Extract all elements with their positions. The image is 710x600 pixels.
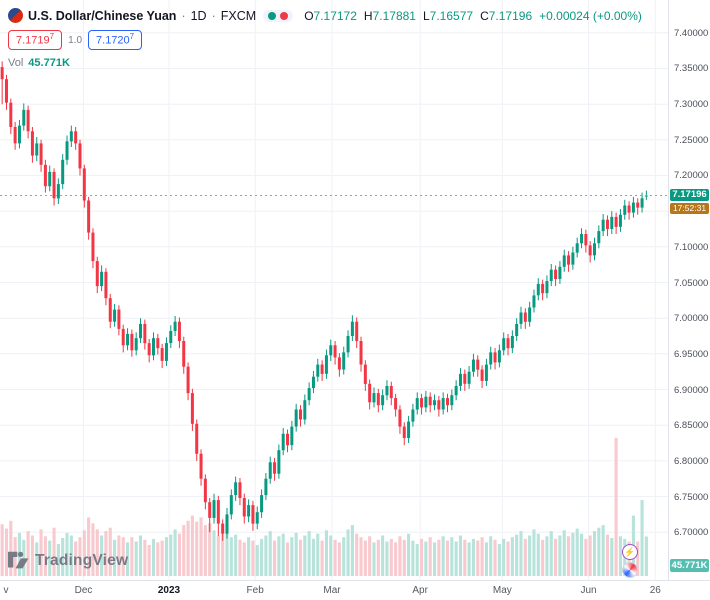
- price-tick-label: 7.10000: [674, 241, 709, 253]
- close-label: C: [480, 8, 489, 23]
- buy-ask-button[interactable]: 7.17207: [88, 30, 143, 51]
- chart-legend: U.S. Dollar/Chinese Yuan · 1D · FXCM O7.…: [8, 8, 642, 69]
- price-tick-label: 6.85000: [674, 420, 709, 432]
- volume-value: 45.771K: [28, 57, 70, 70]
- time-tick-label: Mar: [323, 585, 341, 596]
- time-tick-label: Jun: [580, 585, 597, 596]
- candlestick-canvas[interactable]: [0, 0, 668, 580]
- price-tick-label: 6.95000: [674, 348, 709, 360]
- sell-bid-button[interactable]: 7.17197: [8, 30, 63, 51]
- bar-countdown-badge: 17:52:31: [670, 202, 709, 214]
- ohlc-readout: O7.17172 H7.17881 L7.16577 C7.17196 +0.0…: [304, 9, 642, 23]
- price-tick-label: 7.05000: [674, 277, 709, 289]
- volume-label[interactable]: Vol: [8, 57, 24, 70]
- last-price-badge: 7.17196: [670, 188, 709, 201]
- low-value: 7.16577: [429, 8, 474, 23]
- separator: ·: [181, 8, 186, 23]
- price-tick-label: 6.70000: [674, 527, 709, 539]
- open-value: 7.17172: [313, 8, 357, 23]
- globe-icon[interactable]: [622, 562, 638, 578]
- price-tick-label: 7.35000: [674, 63, 709, 75]
- interval-label[interactable]: 1D: [190, 8, 207, 23]
- price-tick-label: 7.25000: [674, 134, 709, 146]
- time-tick-label: May: [492, 585, 512, 596]
- time-tick-label: 2023: [157, 585, 181, 596]
- market-status-green-icon[interactable]: [268, 11, 277, 20]
- price-tick-label: 7.30000: [674, 99, 709, 111]
- time-axis[interactable]: v Dec 2023 Feb Mar Apr May Jun 26: [0, 580, 710, 600]
- price-tick-label: 7.00000: [674, 313, 709, 325]
- high-label: H: [363, 8, 373, 23]
- spread-value: 1.0: [68, 34, 83, 46]
- symbol-logo-icon: [8, 8, 23, 23]
- symbol-title[interactable]: U.S. Dollar/Chinese Yuan: [28, 8, 177, 23]
- price-tick-label: 7.20000: [674, 170, 709, 182]
- time-tick-label: Apr: [412, 585, 428, 596]
- time-tick-label: 26: [649, 585, 661, 596]
- tradingview-wordmark: TradingView: [35, 551, 129, 569]
- symbol-status-pill: [263, 9, 294, 22]
- market-status-red-icon[interactable]: [280, 11, 289, 20]
- tradingview-logo-icon: [8, 551, 29, 569]
- price-tick-label: 6.90000: [674, 384, 709, 396]
- price-axis[interactable]: 7.17196 17:52:31 45.771K 7.40000 7.35000 7…: [668, 0, 710, 580]
- price-tick-label: 6.80000: [674, 455, 709, 467]
- price-tick-label: 7.40000: [674, 27, 709, 39]
- separator: ·: [211, 8, 216, 23]
- low-label: L: [422, 8, 430, 23]
- close-value: 7.17196: [488, 8, 533, 23]
- chart-plot-area[interactable]: [0, 0, 668, 580]
- volume-axis-badge: 45.771K: [670, 559, 709, 572]
- tradingview-logo[interactable]: TradingView: [8, 551, 128, 570]
- exchange-label[interactable]: FXCM: [220, 8, 257, 23]
- open-label: O: [304, 8, 314, 23]
- floating-buttons: ⚡: [622, 544, 638, 578]
- time-tick-label: v: [3, 585, 9, 596]
- lightning-icon[interactable]: ⚡: [622, 544, 638, 560]
- price-tick-label: 6.75000: [674, 491, 709, 503]
- time-tick-label: Dec: [74, 585, 93, 596]
- high-value: 7.17881: [372, 8, 416, 23]
- change-value: +0.00024 (+0.00%): [539, 8, 642, 23]
- time-tick-label: Feb: [246, 585, 264, 596]
